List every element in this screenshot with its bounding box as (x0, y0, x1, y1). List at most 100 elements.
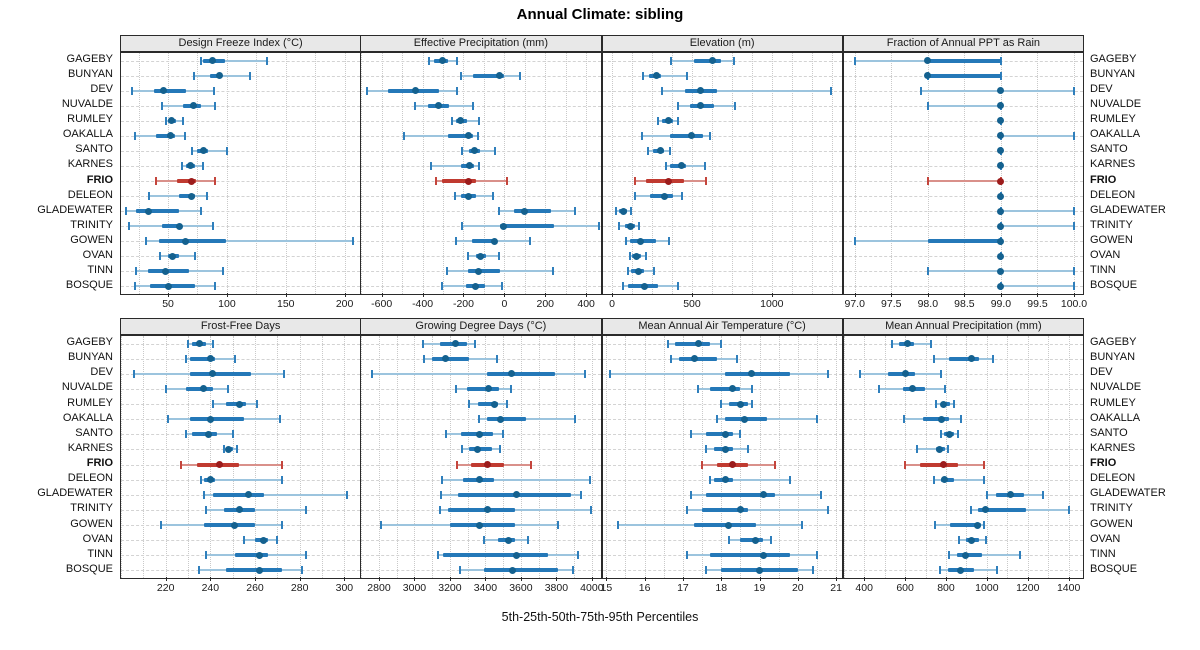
gridline-vertical (210, 336, 212, 578)
cap-95th (957, 430, 960, 439)
gridline-row (121, 358, 361, 360)
gridline-vertical (322, 336, 324, 578)
cap-95th (681, 192, 684, 201)
gridline-vertical (652, 53, 654, 294)
x-tick-label: 50 (162, 298, 174, 310)
median-dot (729, 385, 737, 393)
gridline-row (121, 90, 361, 92)
gridline-vertical (702, 336, 704, 578)
site-label-bunyan: BUNYAN (1090, 68, 1136, 81)
median-dot (652, 72, 660, 80)
whisker-5-95 (371, 372, 585, 375)
cap-5th (211, 400, 214, 409)
cap-5th (859, 369, 862, 378)
gridline-vertical (143, 336, 145, 578)
gridline-vertical (197, 53, 199, 294)
site-label-trinity: TRINITY (70, 502, 113, 515)
cap-95th (739, 430, 742, 439)
x-tick-label: 2800 (367, 582, 391, 594)
x-tick-label: 1400 (1056, 582, 1081, 594)
cap-5th (904, 460, 907, 469)
cap-5th (670, 56, 673, 65)
gridline-vertical (361, 336, 363, 578)
median-dot (144, 207, 152, 215)
box-25-75 (670, 133, 704, 138)
cap-95th (495, 354, 498, 363)
cap-95th (506, 177, 509, 186)
median-dot (997, 252, 1005, 260)
median-dot (256, 551, 263, 559)
cap-5th (685, 551, 688, 560)
gridline-row (602, 226, 842, 228)
gridline-row (121, 150, 361, 152)
median-dot (908, 385, 916, 393)
gridline-vertical (811, 53, 813, 294)
cap-5th (202, 490, 205, 499)
gridline-vertical (168, 53, 170, 294)
gridline-row (361, 540, 601, 542)
whisker-5-95 (479, 418, 575, 421)
gridline-row (121, 181, 361, 183)
median-dot (512, 551, 520, 559)
gridline-row (121, 135, 361, 137)
x-tick-label: 0 (501, 298, 508, 310)
cap-95th (222, 267, 225, 276)
x-tick-label: 200 (536, 298, 555, 310)
gridline-vertical (1048, 336, 1050, 578)
gridline-vertical (843, 336, 845, 578)
site-label-gladewater: GLADEWATER (37, 203, 113, 216)
median-dot (688, 132, 696, 140)
gridline-row (843, 120, 1083, 122)
median-dot (736, 400, 744, 408)
gridline-vertical (606, 336, 608, 578)
gridline-row (843, 211, 1083, 213)
x-tick (1068, 577, 1070, 581)
cap-5th (454, 192, 457, 201)
cap-95th (992, 354, 994, 363)
median-dot (924, 57, 932, 65)
whisker-5-95 (610, 372, 829, 375)
cap-5th (466, 252, 469, 261)
gridline-row (843, 256, 1083, 258)
cap-95th (227, 384, 230, 393)
box-25-75 (705, 432, 733, 437)
panel-header-design-freeze-index-c: Design Freeze Index (°C) (120, 35, 362, 52)
x-tick-label: 1000 (975, 582, 999, 594)
cap-95th (572, 566, 575, 575)
cap-95th (947, 445, 950, 454)
site-label-rumley: RUMLEY (1090, 113, 1136, 126)
cap-5th (704, 566, 707, 575)
site-label-gageby: GAGEBY (66, 336, 113, 349)
cap-95th (233, 354, 236, 363)
site-label-bunyan: BUNYAN (67, 68, 113, 81)
cap-5th (708, 475, 711, 484)
median-dot (484, 385, 492, 393)
gridline-row (121, 256, 361, 258)
cap-95th (1067, 505, 1070, 514)
median-dot (199, 147, 207, 155)
gridline-row (843, 388, 1083, 390)
x-tick-label: 600 (896, 582, 914, 594)
median-dot (721, 445, 729, 453)
x-tick-label: 1000 (760, 298, 784, 310)
panel-header-elevation-m: Elevation (m) (601, 35, 843, 52)
median-dot (209, 370, 217, 378)
gridline-vertical (1027, 336, 1029, 578)
median-dot (206, 415, 214, 423)
median-dot (940, 461, 948, 469)
gridline-vertical (503, 336, 505, 578)
box-25-75 (649, 194, 673, 199)
cap-5th (427, 56, 430, 65)
gridline-vertical (422, 53, 424, 294)
gridline-vertical (485, 336, 487, 578)
cap-95th (703, 161, 706, 170)
site-label-karnes: KARNES (67, 441, 113, 454)
median-dot (206, 476, 214, 484)
median-dot (188, 192, 196, 200)
gridline-row (843, 343, 1083, 345)
median-dot (936, 445, 944, 453)
site-label-dev: DEV (90, 366, 113, 379)
cap-95th (735, 354, 738, 363)
cap-5th (933, 521, 936, 530)
cap-5th (134, 131, 137, 140)
